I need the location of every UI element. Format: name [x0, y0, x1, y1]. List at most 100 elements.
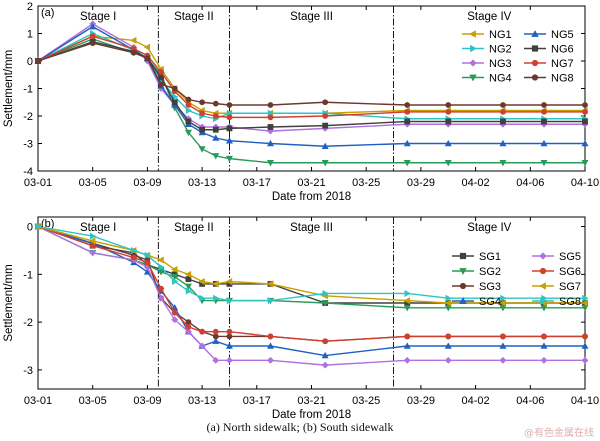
legend-label-sg2: SG2	[479, 266, 501, 278]
y-tick-label: -2	[23, 317, 33, 329]
data-point-ng6	[404, 118, 411, 125]
data-point-ng1	[130, 36, 137, 44]
data-point-sg8	[35, 223, 42, 231]
data-point-ng4	[444, 160, 452, 167]
data-point-sg6	[500, 333, 506, 340]
data-point-sg4	[581, 342, 589, 349]
legend-label-ng1: NG1	[489, 29, 512, 41]
legend-marker-ng8	[531, 74, 539, 81]
data-point-sg7	[198, 278, 205, 285]
data-point-sg6	[212, 328, 219, 335]
data-point-sg4	[444, 342, 452, 349]
data-point-sg7	[444, 299, 451, 307]
data-point-sg6	[267, 333, 274, 340]
stage-label: Stage I	[80, 222, 116, 234]
y-tick-label: -3	[23, 139, 33, 151]
stage-label: Stage III	[290, 222, 333, 234]
data-point-sg5	[185, 328, 192, 336]
stage-label: Stage I	[80, 11, 116, 23]
data-point-sg6	[158, 285, 164, 292]
data-point-ng5	[225, 137, 233, 144]
y-tick-label: 0	[27, 56, 33, 68]
x-tick-label: 03-05	[79, 395, 107, 407]
data-point-ng7	[404, 108, 411, 115]
y-tick-label: -1	[23, 84, 33, 96]
data-point-ng8	[171, 85, 178, 92]
data-point-sg7	[171, 266, 178, 274]
data-point-sg7	[225, 278, 233, 285]
series-line-sg8	[37, 225, 585, 302]
data-point-sg8	[226, 297, 234, 305]
legend-label-ng5: NG5	[551, 29, 574, 41]
legend-label-sg1: SG1	[479, 251, 501, 263]
data-point-sg5	[499, 356, 507, 364]
x-tick-label: 03-05	[79, 177, 107, 189]
data-point-ng8	[541, 102, 547, 108]
stage-label: Stage II	[174, 222, 214, 234]
x-axis-label: Date from 2018	[272, 409, 351, 421]
legend-marker-sg2	[459, 268, 467, 275]
x-axis-label: Date from 2018	[272, 191, 351, 203]
x-tick-label: 04-06	[516, 177, 544, 189]
data-point-ng6	[158, 74, 164, 81]
data-point-ng8	[267, 102, 274, 108]
y-tick-label: -1	[23, 269, 33, 281]
data-point-ng8	[404, 102, 411, 108]
x-tick-label: 04-10	[571, 177, 599, 189]
data-point-sg5	[540, 356, 548, 364]
data-point-sg5	[444, 356, 452, 364]
legend-marker-ng3	[469, 59, 477, 67]
data-point-ng7	[582, 108, 588, 115]
data-point-sg6	[582, 333, 588, 340]
data-point-ng6	[541, 118, 547, 125]
data-point-ng8	[199, 99, 205, 106]
stage-label: Stage II	[174, 11, 214, 23]
stage-label: Stage IV	[467, 222, 511, 234]
series-line-sg6	[37, 225, 585, 342]
x-tick-label: 03-01	[24, 177, 52, 189]
legend-marker-ng4	[469, 74, 477, 82]
data-point-ng5	[540, 139, 548, 147]
data-point-ng6	[322, 122, 329, 129]
data-point-ng8	[185, 96, 192, 103]
x-tick-label: 03-01	[24, 395, 52, 407]
chart-panel-b: Stage I Stage II Stage III Stage IV(b)0-1-2…	[3, 216, 599, 421]
y-tick-label: 1	[27, 29, 33, 41]
data-point-ng6	[500, 118, 506, 125]
data-point-sg3	[185, 319, 192, 326]
data-point-ng8	[130, 49, 137, 56]
data-point-sg7	[581, 299, 588, 307]
x-tick-label: 03-09	[133, 395, 161, 407]
data-point-sg5	[198, 342, 206, 350]
data-point-ng7	[445, 108, 452, 115]
x-tick-label: 03-13	[188, 395, 216, 407]
legend-label-ng4: NG4	[489, 73, 512, 85]
data-point-ng4	[581, 160, 589, 167]
data-point-sg5	[212, 356, 220, 364]
data-point-ng8	[89, 40, 96, 47]
data-point-ng5	[581, 139, 589, 147]
x-tick-label: 03-25	[352, 177, 380, 189]
data-point-ng8	[582, 102, 588, 108]
data-point-sg5	[89, 249, 97, 257]
data-point-sg8	[500, 294, 507, 302]
figure-caption: (a) North sidewalk; (b) South sidewalk	[206, 420, 394, 434]
data-point-ng8	[144, 55, 151, 62]
x-tick-label: 03-09	[133, 177, 161, 189]
data-point-ng6	[185, 118, 192, 125]
legend-label-sg3: SG3	[479, 281, 501, 293]
x-tick-label: 03-25	[352, 395, 380, 407]
data-point-ng7	[212, 113, 219, 119]
legend-label-sg6: SG6	[559, 266, 581, 278]
x-tick-label: 03-17	[243, 177, 271, 189]
data-point-ng8	[500, 102, 506, 108]
data-point-sg4	[212, 337, 220, 344]
data-point-sg8	[445, 294, 452, 302]
y-axis-label: Settlement/mm	[3, 264, 15, 341]
data-point-sg1	[185, 276, 192, 283]
data-point-sg8	[158, 263, 165, 271]
data-point-ng4	[225, 155, 233, 163]
data-point-sg6	[130, 254, 137, 261]
data-point-sg7	[212, 280, 219, 288]
data-point-ng6	[267, 124, 274, 130]
